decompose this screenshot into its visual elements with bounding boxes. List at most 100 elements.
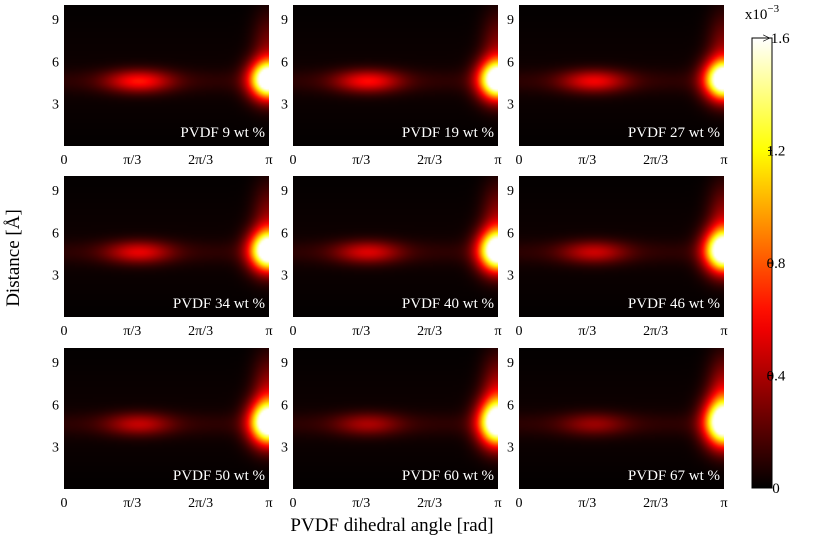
x-tick-label: 0 — [290, 324, 297, 339]
y-tick-label: 3 — [507, 98, 514, 113]
panel-label: PVDF 46 wt % — [628, 296, 720, 312]
y-tick-label: 3 — [52, 269, 59, 284]
heatmap-image — [519, 176, 724, 317]
y-tick-label: 3 — [52, 98, 59, 113]
y-tick-label: 9 — [52, 184, 59, 199]
y-tick-label: 3 — [281, 98, 288, 113]
y-tick-label: 6 — [52, 55, 59, 70]
y-tick-label: 3 — [281, 269, 288, 284]
colorbar-tick-label: >1.6 — [762, 31, 790, 47]
y-tick-label: 3 — [281, 441, 288, 456]
panel-label: PVDF 9 wt % — [180, 125, 265, 141]
y-tick-label: 6 — [281, 398, 288, 413]
x-tick-label: 0 — [290, 153, 297, 168]
heatmap-image — [519, 348, 724, 489]
y-tick-label: 9 — [281, 356, 288, 371]
colorbar-scale-label: x10−3 — [745, 3, 780, 23]
panel-label: PVDF 19 wt % — [402, 125, 494, 141]
panel-label: PVDF 50 wt % — [173, 468, 265, 484]
colorbar-tick-label: 0.4 — [767, 369, 786, 385]
x-tick-label: π/3 — [123, 496, 141, 511]
panel-label: PVDF 67 wt % — [628, 468, 720, 484]
x-axis-title: PVDF dihedral angle [rad] — [290, 515, 493, 536]
x-tick-label: π — [494, 324, 501, 339]
x-tick-label: 0 — [516, 496, 523, 511]
x-tick-label: 0 — [61, 324, 68, 339]
x-tick-label: π — [494, 153, 501, 168]
heatmap-image — [64, 5, 269, 146]
y-tick-label: 6 — [281, 226, 288, 241]
x-tick-label: 2π/3 — [417, 496, 442, 511]
x-tick-label: π — [265, 324, 272, 339]
y-tick-label: 9 — [507, 13, 514, 28]
heatmap-image — [64, 176, 269, 317]
y-tick-label: 6 — [52, 398, 59, 413]
x-tick-label: 0 — [61, 496, 68, 511]
y-tick-label: 3 — [507, 441, 514, 456]
y-tick-label: 9 — [507, 356, 514, 371]
x-tick-label: 2π/3 — [643, 153, 668, 168]
y-tick-label: 6 — [507, 398, 514, 413]
y-tick-label: 9 — [281, 13, 288, 28]
colorbar-tick-label: 0 — [772, 481, 780, 497]
y-axis-title: Distance [Å] — [3, 209, 24, 307]
y-tick-label: 6 — [507, 226, 514, 241]
x-tick-label: 0 — [290, 496, 297, 511]
x-tick-label: π/3 — [352, 324, 370, 339]
colorbar-tick-label: 0.8 — [767, 256, 786, 272]
x-tick-label: π — [265, 153, 272, 168]
x-tick-label: 2π/3 — [643, 496, 668, 511]
x-tick-label: 0 — [516, 153, 523, 168]
x-tick-label: π/3 — [578, 153, 596, 168]
x-tick-label: 0 — [61, 153, 68, 168]
heatmap-image — [64, 348, 269, 489]
x-tick-label: π/3 — [123, 153, 141, 168]
y-tick-label: 6 — [52, 226, 59, 241]
x-tick-label: π/3 — [123, 324, 141, 339]
y-tick-label: 9 — [507, 184, 514, 199]
panel-label: PVDF 34 wt % — [173, 296, 265, 312]
x-tick-label: π — [720, 496, 727, 511]
x-tick-label: π/3 — [578, 324, 596, 339]
y-tick-label: 9 — [52, 13, 59, 28]
colorbar-tick-label: 1.2 — [767, 144, 786, 160]
y-tick-label: 6 — [281, 55, 288, 70]
heatmap-image — [293, 348, 498, 489]
x-tick-label: π/3 — [352, 153, 370, 168]
x-tick-label: π — [720, 153, 727, 168]
x-tick-label: π — [720, 324, 727, 339]
heatmap-image — [519, 5, 724, 146]
x-tick-label: 2π/3 — [417, 153, 442, 168]
y-tick-label: 9 — [52, 356, 59, 371]
colorbar: 0 0.4 0.8 1.2 >1.6 x10−3 — [745, 3, 790, 497]
x-tick-label: 2π/3 — [417, 324, 442, 339]
x-tick-label: 2π/3 — [188, 153, 213, 168]
x-tick-label: 2π/3 — [188, 496, 213, 511]
x-tick-label: 0 — [516, 324, 523, 339]
panel-label: PVDF 40 wt % — [402, 296, 494, 312]
y-tick-label: 6 — [507, 55, 514, 70]
x-tick-label: π — [265, 496, 272, 511]
y-tick-label: 3 — [507, 269, 514, 284]
panel-label: PVDF 60 wt % — [402, 468, 494, 484]
x-tick-label: 2π/3 — [188, 324, 213, 339]
x-tick-label: 2π/3 — [643, 324, 668, 339]
panel-label: PVDF 27 wt % — [628, 125, 720, 141]
x-tick-label: π/3 — [578, 496, 596, 511]
x-tick-label: π — [494, 496, 501, 511]
y-tick-label: 3 — [52, 441, 59, 456]
heatmap-image — [293, 5, 498, 146]
heatmap-image — [293, 176, 498, 317]
x-tick-label: π/3 — [352, 496, 370, 511]
